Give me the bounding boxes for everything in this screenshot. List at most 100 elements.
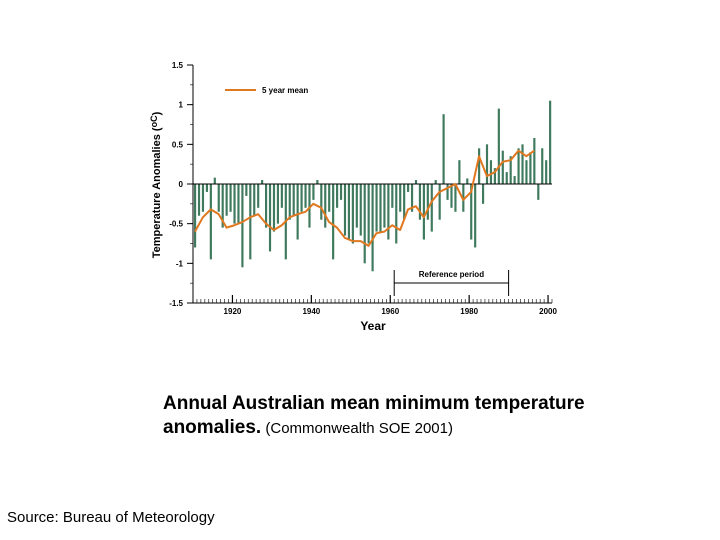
bar-1956 bbox=[375, 184, 378, 232]
bar-1973 bbox=[442, 114, 445, 184]
x-tick-label-2: 1960 bbox=[381, 307, 399, 316]
bar-1953 bbox=[363, 184, 366, 264]
bar-1980 bbox=[470, 184, 473, 240]
bar-1998 bbox=[541, 148, 544, 184]
bar-1968 bbox=[422, 184, 425, 240]
bar-1910 bbox=[193, 184, 197, 248]
bar-1946 bbox=[336, 184, 339, 208]
reference-period-label: Reference period bbox=[419, 270, 484, 279]
bar-1965 bbox=[410, 184, 414, 212]
bar-1926 bbox=[257, 184, 260, 208]
bar-1935 bbox=[292, 184, 295, 216]
mean-line-layer bbox=[194, 149, 535, 247]
bar-1977 bbox=[458, 160, 461, 184]
bar-1985 bbox=[489, 160, 493, 184]
bar-1929 bbox=[268, 184, 272, 252]
bar-1972 bbox=[438, 184, 441, 220]
bar-1927 bbox=[261, 180, 264, 184]
bar-1912 bbox=[201, 184, 205, 212]
bar-1993 bbox=[521, 144, 524, 184]
source-note: Source: Bureau of Meteorology bbox=[7, 509, 215, 526]
bar-1931 bbox=[276, 184, 279, 224]
y-tick-label-6: -1.5 bbox=[169, 299, 183, 308]
x-tick-label-4: 2000 bbox=[539, 307, 557, 316]
bar-1948 bbox=[343, 184, 347, 236]
y-axis-label-unit: oC bbox=[149, 115, 159, 127]
bar-1928 bbox=[265, 184, 268, 228]
bar-1950 bbox=[351, 184, 354, 244]
bar-1955 bbox=[371, 184, 374, 272]
bar-1969 bbox=[426, 184, 429, 220]
bar-1942 bbox=[320, 184, 323, 220]
y-tick-label-2: 0.5 bbox=[172, 140, 184, 149]
bar-1911 bbox=[197, 184, 201, 216]
x-tick-label-1: 1940 bbox=[302, 307, 320, 316]
y-tick-label-4: -0.5 bbox=[169, 220, 183, 229]
bar-1919 bbox=[229, 184, 232, 212]
temperature-anomaly-chart: 1.5 1 0.5 0 -0.5 -1 -1.5 1920 1940 1960 1980 2000 5… bbox=[149, 61, 558, 333]
bar-1934 bbox=[288, 184, 291, 220]
bar-1996 bbox=[533, 137, 536, 184]
anomaly-bars bbox=[193, 100, 552, 272]
bar-1958 bbox=[383, 184, 386, 228]
bar-1937 bbox=[300, 184, 303, 212]
bar-1939 bbox=[308, 184, 311, 228]
bar-1916 bbox=[217, 184, 220, 212]
bar-1989 bbox=[505, 172, 508, 184]
bar-1961 bbox=[395, 184, 398, 244]
bar-1922 bbox=[241, 184, 244, 268]
bar-1967 bbox=[418, 184, 422, 220]
bar-1951 bbox=[355, 184, 358, 228]
bar-1994 bbox=[525, 160, 528, 184]
y-axis-label: Temperature Anomalies (oC) bbox=[149, 111, 163, 258]
bar-2000 bbox=[549, 100, 552, 184]
bar-1936 bbox=[296, 184, 299, 240]
bar-1947 bbox=[339, 184, 343, 200]
bar-1995 bbox=[529, 152, 532, 184]
bar-1997 bbox=[537, 184, 540, 200]
bar-1923 bbox=[245, 184, 248, 196]
reference-period-annotation: Reference period bbox=[393, 270, 510, 296]
bar-1915 bbox=[213, 177, 216, 184]
axes: 1.5 1 0.5 0 -0.5 -1 -1.5 1920 1940 1960 1980 2000 bbox=[169, 61, 557, 316]
bar-1975 bbox=[450, 184, 453, 208]
bar-1974 bbox=[446, 184, 449, 200]
bar-1960 bbox=[391, 184, 394, 208]
bar-1913 bbox=[205, 184, 208, 192]
bar-1982 bbox=[478, 148, 481, 184]
five-year-mean-line bbox=[194, 149, 535, 247]
bar-1925 bbox=[253, 184, 256, 216]
bar-1986 bbox=[493, 168, 496, 184]
bar-1945 bbox=[332, 184, 335, 260]
bar-1954 bbox=[367, 184, 370, 244]
bar-1992 bbox=[517, 148, 520, 184]
bar-1943 bbox=[324, 184, 327, 228]
figure-caption: Annual Australian mean minimum temperatu… bbox=[163, 392, 603, 440]
bar-1917 bbox=[221, 184, 224, 228]
bar-1930 bbox=[272, 184, 276, 232]
x-axis-label: Year bbox=[360, 319, 386, 333]
bar-1981 bbox=[474, 184, 477, 248]
bar-1949 bbox=[347, 184, 351, 240]
caption-citation: (Commonwealth SOE 2001) bbox=[261, 420, 453, 437]
y-tick-label-5: -1 bbox=[176, 259, 184, 268]
bar-1987 bbox=[497, 108, 500, 184]
bar-1918 bbox=[225, 184, 228, 216]
bar-1940 bbox=[312, 184, 315, 200]
y-tick-label-0: 1.5 bbox=[172, 61, 184, 70]
bar-1963 bbox=[403, 184, 406, 220]
bar-1962 bbox=[399, 184, 402, 212]
bar-1971 bbox=[434, 180, 437, 184]
y-tick-label-3: 0 bbox=[179, 180, 184, 189]
legend-label: 5 year mean bbox=[262, 86, 308, 95]
bar-1999 bbox=[545, 160, 548, 184]
bar-1966 bbox=[414, 180, 418, 184]
y-axis-label-text: Temperature Anomalies ( bbox=[151, 127, 163, 258]
y-tick-label-1: 1 bbox=[179, 101, 184, 110]
bar-1914 bbox=[209, 184, 212, 260]
bar-1970 bbox=[430, 184, 433, 232]
bar-1952 bbox=[359, 184, 362, 236]
legend: 5 year mean bbox=[225, 86, 308, 95]
bar-1959 bbox=[387, 184, 390, 240]
bar-1924 bbox=[249, 184, 252, 260]
